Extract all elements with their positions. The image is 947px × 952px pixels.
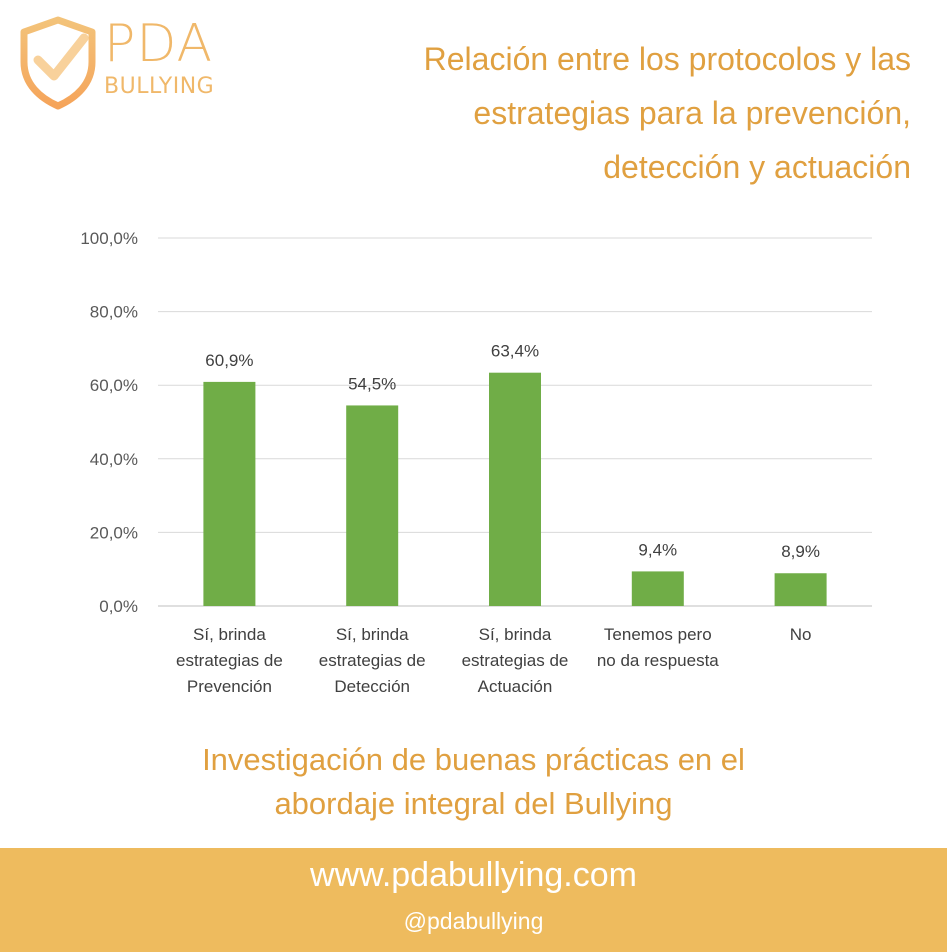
data-label: 8,9% (781, 542, 820, 561)
x-tick-label: Tenemos pero (604, 625, 712, 644)
subtitle-line: Investigación de buenas prácticas en el (202, 742, 745, 777)
x-tick-label: Sí, brinda (479, 625, 552, 644)
x-tick-label: no da respuesta (597, 651, 719, 670)
x-tick-label: estrategias de (319, 651, 426, 670)
title-line: Relación entre los protocolos y las (423, 41, 911, 77)
page-title: Relación entre los protocolos y las estr… (351, 32, 911, 194)
subtitle: Investigación de buenas prácticas en el … (0, 738, 947, 826)
x-tick-label: estrategias de (176, 651, 283, 670)
logo-word: PDA (104, 14, 214, 74)
footer-handle[interactable]: @pdabullying (403, 908, 544, 934)
x-tick-label: Prevención (187, 677, 272, 696)
data-label: 54,5% (348, 374, 396, 393)
footer: www.pdabullying.com @pdabullying (0, 848, 947, 952)
y-tick-label: 0,0% (99, 597, 138, 616)
subtitle-line: abordaje integral del Bullying (274, 786, 673, 821)
y-tick-label: 80,0% (90, 303, 138, 322)
x-tick-label: Sí, brinda (193, 625, 266, 644)
bar (489, 372, 541, 606)
title-line: detección y actuación (603, 149, 911, 185)
bar (346, 405, 399, 606)
x-tick-label: Sí, brinda (336, 625, 409, 644)
data-label: 60,9% (205, 351, 253, 370)
footer-url[interactable]: www.pdabullying.com (310, 856, 637, 894)
data-label: 63,4% (491, 342, 539, 361)
y-tick-label: 40,0% (90, 450, 138, 469)
data-label: 9,4% (638, 540, 677, 559)
logo-subword: BULLYING (104, 74, 215, 99)
bar-chart: 0,0% 20,0% 40,0% 60,0% 80,0% 100,0% 60,9% Sí, b… (80, 229, 872, 696)
x-tick-label: No (790, 625, 812, 644)
logo: PDA BULLYING (18, 16, 218, 111)
y-tick-label: 100,0% (80, 229, 138, 248)
x-tick-label: estrategias de (462, 651, 569, 670)
y-tick-label: 60,0% (90, 376, 138, 395)
x-tick-label: Actuación (478, 677, 553, 696)
bar (774, 573, 827, 606)
x-tick-label: Detección (334, 677, 410, 696)
bar (203, 381, 256, 606)
y-tick-label: 20,0% (90, 523, 138, 542)
bar (631, 571, 684, 606)
shield-check-icon (20, 16, 96, 110)
title-line: estrategias para la prevención, (473, 95, 911, 131)
